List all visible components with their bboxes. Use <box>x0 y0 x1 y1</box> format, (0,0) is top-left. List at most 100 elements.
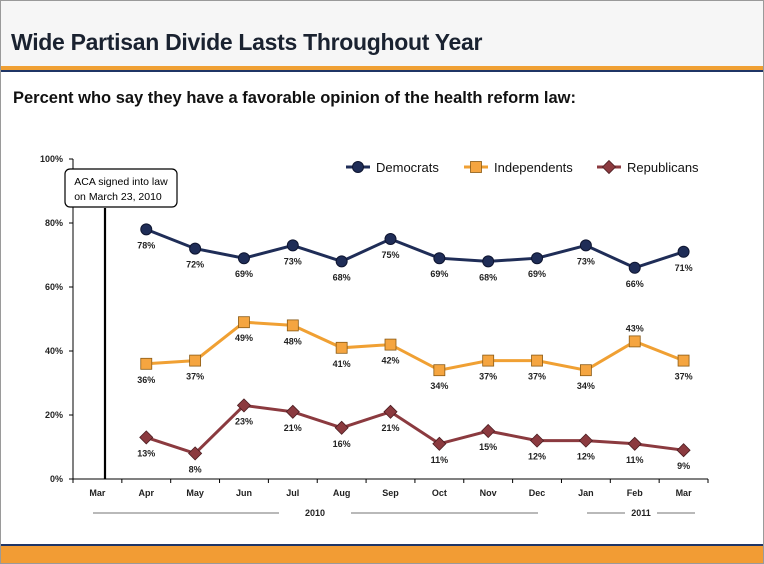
x-tick-label: Dec <box>529 488 546 498</box>
data-point <box>676 443 691 458</box>
x-tick-label: Aug <box>333 488 351 498</box>
y-tick-label: 100% <box>40 154 63 164</box>
data-point <box>188 446 203 461</box>
data-point <box>677 354 690 367</box>
data-label: 37% <box>528 372 546 382</box>
data-point <box>140 357 153 370</box>
series-line-democrats <box>145 228 685 270</box>
data-label: 37% <box>186 372 204 382</box>
data-point <box>236 398 252 413</box>
data-point <box>384 338 397 351</box>
x-tick-label: Feb <box>627 488 644 498</box>
data-point <box>140 223 153 236</box>
data-label: 71% <box>675 263 693 273</box>
y-tick-label: 40% <box>45 346 63 356</box>
data-label: 11% <box>626 455 644 465</box>
data-point <box>433 364 446 377</box>
data-label: 8% <box>189 464 202 474</box>
data-label: 21% <box>284 423 302 433</box>
data-point <box>579 364 592 377</box>
data-label: 16% <box>333 439 351 449</box>
y-tick-label: 20% <box>45 410 63 420</box>
series-independents: 36% 37% 49% 48% 41% 42% 34% 37% 37% 34% 43% 37% <box>137 316 693 391</box>
x-tick-label: May <box>186 488 204 498</box>
data-label: 34% <box>577 381 595 391</box>
legend-item-independents: Independents <box>464 160 573 175</box>
data-point <box>139 430 154 445</box>
data-label: 12% <box>528 452 546 462</box>
series-line-republicans <box>145 403 684 456</box>
data-point <box>335 255 348 268</box>
annotation-line-2: on March 23, 2010 <box>74 191 162 203</box>
data-label: 69% <box>430 269 448 279</box>
legend-item-democrats: Democrats <box>346 160 439 175</box>
accent-stripe-top <box>1 66 763 70</box>
data-label: 9% <box>677 461 690 471</box>
x-tick-label: Apr <box>139 488 155 498</box>
data-point <box>237 252 250 265</box>
data-label: 36% <box>137 375 155 385</box>
data-point <box>579 239 592 252</box>
accent-rule-bottom <box>1 544 763 546</box>
accent-stripe-bottom <box>1 546 763 563</box>
data-point <box>529 433 545 448</box>
series-line-independents <box>146 320 685 372</box>
data-label: 15% <box>479 442 497 452</box>
data-point <box>627 436 642 451</box>
data-point <box>677 245 690 258</box>
data-point <box>482 354 495 367</box>
data-label: 12% <box>577 452 595 462</box>
data-point <box>578 433 593 448</box>
data-point <box>628 261 641 274</box>
data-label: 72% <box>186 260 204 270</box>
data-point <box>189 242 202 255</box>
data-label: 42% <box>381 356 399 366</box>
year-label-2010: 2010 <box>305 508 325 518</box>
data-label: 78% <box>137 240 155 250</box>
data-label: 43% <box>626 323 644 333</box>
annotation-box <box>64 168 178 208</box>
legend-label: Independents <box>494 160 573 175</box>
data-label: 66% <box>626 279 644 289</box>
data-label: 41% <box>333 359 351 369</box>
data-point <box>286 319 299 332</box>
year-labels: 2010 2011 <box>93 508 695 518</box>
data-point <box>482 255 495 268</box>
data-label: 34% <box>430 381 448 391</box>
year-label-2011: 2011 <box>631 508 651 518</box>
data-label: 73% <box>284 256 302 266</box>
line-chart: 0% 20% 40% 60% 80% 100% Mar Apr May Jun Jul Aug Sep O… <box>40 154 709 518</box>
data-label: 48% <box>284 336 302 346</box>
accent-rule-top <box>1 70 763 72</box>
legend-label: Republicans <box>627 160 699 175</box>
data-point <box>433 252 446 265</box>
x-tick-label: Nov <box>480 488 497 498</box>
data-point <box>189 354 202 367</box>
data-point <box>628 335 641 348</box>
legend-label: Democrats <box>376 160 439 175</box>
data-label: 69% <box>235 269 253 279</box>
data-label: 37% <box>675 372 693 382</box>
series-republicans: 13% 8% 23% 21% 16% 21% 11% 15% 12% 12% 11% 9% <box>137 398 691 474</box>
data-point <box>432 436 447 451</box>
x-tick-label: Mar <box>676 488 693 498</box>
data-point <box>481 423 496 439</box>
annotation-line-1: ACA signed into law <box>74 176 168 188</box>
data-point <box>531 354 543 367</box>
x-tick-label: Jun <box>236 488 252 498</box>
annotation-layer: ACA signed into law on March 23, 2010 <box>64 168 178 479</box>
data-label: 75% <box>381 250 399 260</box>
slide-title: Wide Partisan Divide Lasts Throughout Ye… <box>11 29 483 55</box>
data-label: 23% <box>235 416 253 426</box>
data-label: 49% <box>235 333 253 343</box>
x-tick-label: Jul <box>286 488 299 498</box>
y-tick-label: 60% <box>45 282 63 292</box>
series-democrats: 78% 72% 69% 73% 68% 75% 69% 68% 69% 73% 66% 71% <box>137 223 693 289</box>
y-tick-label: 0% <box>50 474 63 484</box>
legend-item-republicans: Republicans <box>597 159 699 175</box>
data-point <box>335 341 348 354</box>
data-label: 13% <box>137 448 155 458</box>
legend-marker <box>470 161 482 173</box>
x-tick-label: Oct <box>432 488 447 498</box>
